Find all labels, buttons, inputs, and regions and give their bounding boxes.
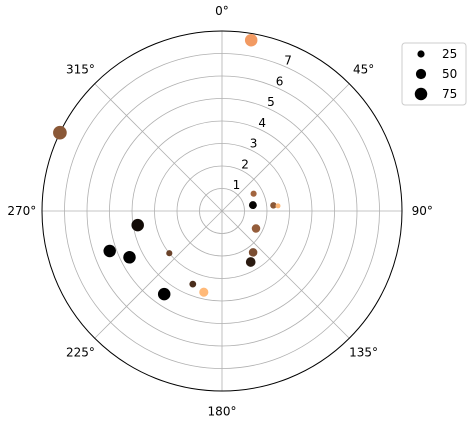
legend: 25 50 75: [401, 42, 467, 106]
radial-tick-label: 4: [258, 116, 266, 130]
angular-gridline-225: [94, 210, 223, 339]
data-point-12: [166, 250, 173, 257]
data-point-16: [53, 125, 67, 140]
data-point-13: [123, 251, 136, 264]
radial-tick-label: 2: [241, 157, 249, 171]
data-point-1: [244, 33, 258, 47]
legend-marker-50: [415, 68, 427, 80]
angular-tick-label: 45°: [353, 62, 374, 76]
angular-tick-label: 90°: [412, 204, 433, 218]
radial-tick-label: 1: [233, 178, 241, 192]
polar-frame: [41, 30, 403, 392]
data-point-4: [270, 202, 277, 209]
polar-grid: [41, 30, 403, 392]
angular-tick-label: 225°: [66, 346, 95, 360]
data-point-14: [103, 244, 116, 258]
legend-label-50: 50: [442, 67, 457, 81]
angular-gridline-45: [221, 83, 350, 212]
legend-marker-25: [417, 50, 425, 58]
legend-label-25: 25: [442, 47, 457, 61]
data-point-7: [248, 248, 258, 257]
angular-tick-label: 135°: [349, 346, 378, 360]
data-points: [53, 33, 281, 301]
radial-tick-label: 5: [267, 95, 275, 109]
legend-label-75: 75: [442, 87, 457, 101]
angular-gridline-135: [221, 210, 350, 339]
data-point-11: [157, 287, 171, 301]
data-point-8: [245, 257, 256, 267]
radial-tick-label: 3: [250, 137, 258, 151]
radial-tick-label: 6: [276, 74, 284, 88]
angular-tick-label: 270°: [7, 204, 36, 218]
data-point-15: [131, 218, 144, 232]
data-point-3: [248, 201, 257, 210]
data-point-10: [189, 280, 197, 288]
angular-gridline-315: [94, 83, 223, 212]
angular-tick-label: 315°: [66, 62, 95, 76]
data-point-9: [199, 287, 209, 297]
radial-tick-label: 7: [284, 54, 292, 68]
data-point-2: [250, 190, 257, 197]
legend-marker-75: [414, 87, 428, 101]
angular-tick-label: 180°: [208, 404, 237, 418]
angular-tick-label: 0°: [215, 4, 229, 18]
data-point-6: [251, 224, 261, 233]
data-point-5: [275, 203, 281, 209]
